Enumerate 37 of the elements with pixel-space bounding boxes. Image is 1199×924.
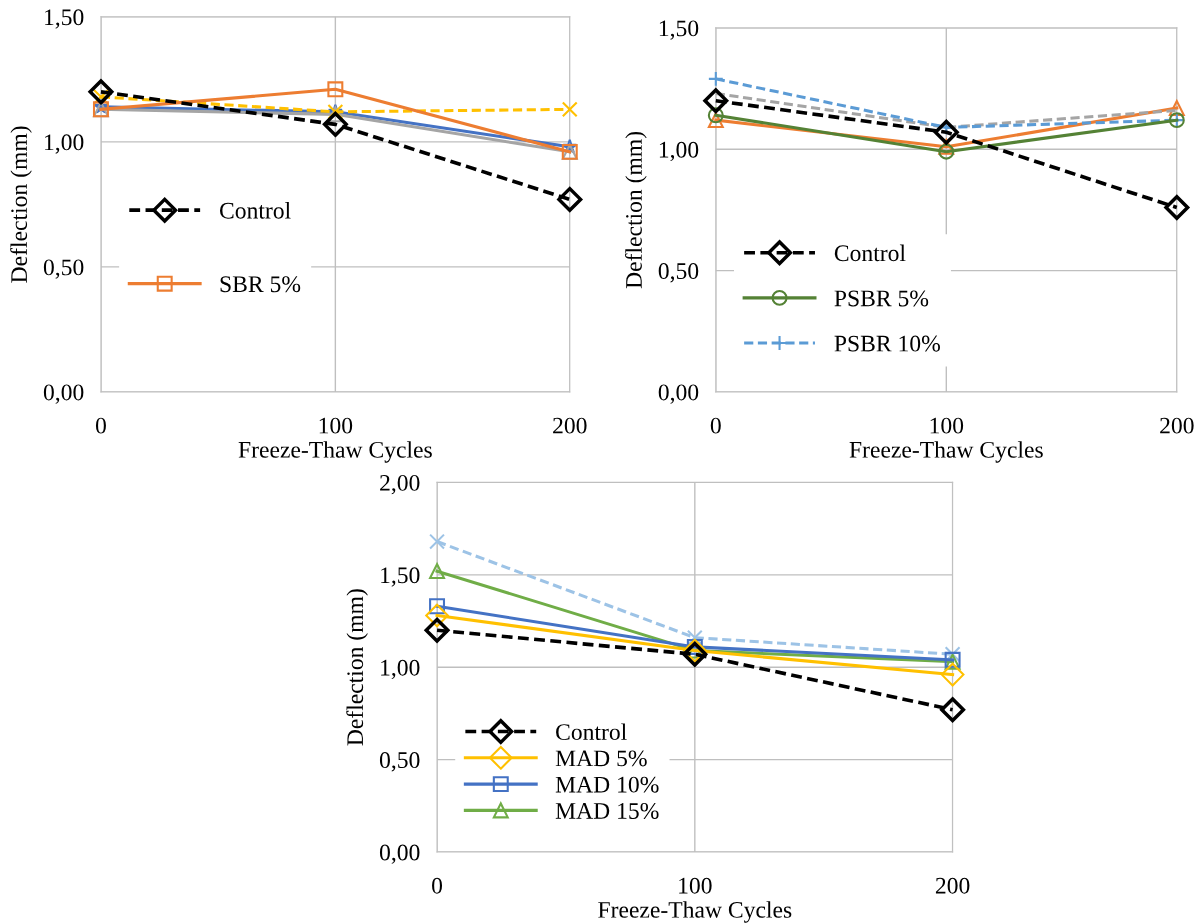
y-tick-label: 0,00 — [658, 384, 699, 404]
legend-label: MAD 10% — [555, 776, 659, 793]
legend-label: PSBR 10% — [834, 335, 940, 352]
x-tick-label: 0 — [710, 417, 721, 434]
legend-label: MAD 15% — [555, 802, 659, 819]
legend-label: Control — [556, 723, 627, 741]
x-tick-label: 100 — [930, 417, 964, 434]
legend-label: Control — [219, 202, 291, 219]
x-tick-label: 100 — [679, 877, 712, 894]
y-tick-label: 0,50 — [379, 752, 420, 772]
y-tick-label: 1,00 — [45, 134, 84, 154]
y-tick-label: 0,50 — [658, 263, 699, 283]
legend-label: MAD 5% — [555, 750, 647, 767]
legend-label: Control — [834, 244, 906, 262]
y-tick-label: 1,50 — [45, 9, 84, 29]
y-axis-title: Deflection (mm) — [625, 131, 647, 289]
x-axis-title: Freeze-Thaw Cycles — [238, 441, 432, 463]
x-tick-label: 200 — [553, 417, 587, 434]
y-axis-title: Deflection (mm) — [10, 126, 32, 283]
y-tick-label: 0,00 — [379, 844, 420, 864]
x-tick-label: 0 — [432, 877, 443, 894]
x-axis-title: Freeze-Thaw Cycles — [598, 901, 792, 923]
x-tick-label: 100 — [319, 417, 353, 434]
y-axis-title: Deflection (mm) — [346, 589, 368, 746]
x-tick-label: 0 — [95, 417, 106, 434]
y-tick-label: 1,50 — [381, 567, 420, 587]
y-tick-label: 2,00 — [380, 474, 420, 495]
y-tick-label: 1,50 — [659, 20, 699, 40]
y-tick-label: 0,00 — [43, 384, 84, 404]
x-tick-label: 200 — [935, 877, 970, 894]
y-tick-label: 1,00 — [381, 659, 420, 680]
x-tick-label: 200 — [1160, 417, 1194, 434]
x-axis-title: Freeze-Thaw Cycles — [849, 441, 1043, 463]
y-tick-label: 0,50 — [43, 259, 84, 279]
y-tick-label: 1,00 — [659, 141, 699, 162]
legend-label: SBR 5% — [220, 276, 301, 293]
legend-label: PSBR 5% — [834, 290, 929, 307]
